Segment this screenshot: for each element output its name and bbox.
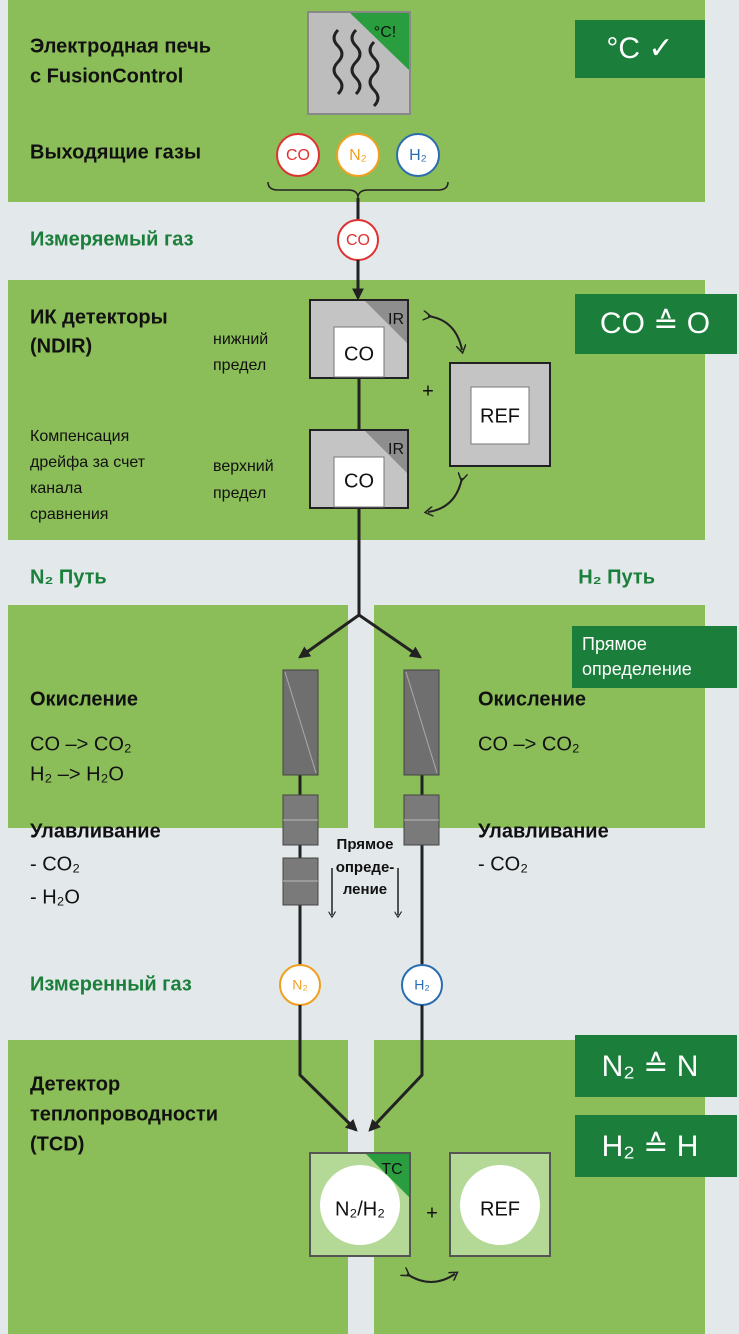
badge-text: °C ✓: [606, 32, 673, 65]
flow-arrow: [298, 613, 360, 659]
gas-circle: [336, 133, 380, 177]
trapping: Улавливание: [478, 820, 609, 842]
path-label: H₂ Путь: [578, 566, 655, 588]
badge-text: Прямое: [582, 634, 647, 654]
flow-arrow: [368, 1005, 424, 1132]
compensation: сравнения: [30, 506, 108, 523]
gas: CO: [286, 147, 310, 164]
ref: REF: [480, 1198, 520, 1220]
ir-label: предел: [213, 357, 266, 374]
trapped: - CO₂: [478, 853, 528, 875]
gas: H₂: [409, 147, 427, 164]
plus: +: [426, 1202, 438, 1224]
furnace-icon: [307, 11, 411, 115]
ir-tag: IR: [388, 441, 404, 458]
flow-arrow: [298, 1005, 358, 1132]
direct-note: Прямое: [337, 836, 394, 853]
exchange-arrow: [428, 316, 462, 350]
tcd-title: Детектор: [30, 1073, 120, 1095]
gas: N₂: [292, 977, 308, 993]
gas: CO: [346, 232, 370, 249]
oxidation: Окисление: [478, 688, 586, 710]
path-label: N₂ Путь: [30, 566, 107, 588]
gas-circle: [276, 133, 320, 177]
measured-gas-label: Измеряемый газ: [30, 228, 194, 250]
badge-text: определение: [582, 659, 692, 679]
tcd-tag: TC: [381, 1161, 402, 1178]
badge: [575, 20, 705, 78]
ir-title: ИК детекторы: [30, 306, 168, 328]
oxidation: Окисление: [30, 688, 138, 710]
direct-note: опреде-: [336, 859, 395, 876]
furnace-title: с FusionControl: [30, 65, 183, 87]
ir-detector: [309, 299, 551, 509]
ir-tag: IR: [388, 311, 404, 328]
columns: [282, 669, 440, 965]
compensation: Компенсация: [30, 428, 129, 445]
trapped: - CO₂: [30, 853, 80, 875]
trapping: Улавливание: [30, 820, 161, 842]
badge-text: N₂ ≙ N: [602, 1050, 699, 1083]
flow-arrow: [358, 613, 422, 659]
badge: [572, 626, 737, 688]
direct-note: ление: [343, 881, 387, 898]
plus: +: [422, 380, 434, 402]
ir-label: предел: [213, 485, 266, 502]
tcd-gas: N₂/H₂: [335, 1198, 385, 1220]
badge: [575, 294, 737, 354]
reaction: H₂ –> H₂O: [30, 763, 124, 785]
ir-label: нижний: [213, 331, 268, 348]
badge-text: CO ≙ O: [600, 307, 710, 340]
ir-title: (NDIR): [30, 335, 92, 357]
exchange-arrow: [428, 478, 462, 512]
ir-gas: CO: [344, 343, 374, 365]
ir-label: верхний: [213, 458, 274, 475]
ref: REF: [480, 405, 520, 427]
gas: N₂: [349, 147, 367, 164]
furnace-icon-label: °C!: [374, 24, 396, 41]
gas: H₂: [414, 977, 430, 993]
tcd-detector: [309, 1152, 551, 1257]
trapped: - H₂O: [30, 886, 80, 908]
gases-label: Выходящие газы: [30, 141, 201, 163]
badge: [575, 1035, 737, 1097]
badge-text: H₂ ≙ H: [602, 1130, 699, 1163]
badge: [575, 1115, 737, 1177]
furnace-title: Электродная печь: [30, 35, 211, 57]
ir-gas: CO: [344, 470, 374, 492]
measured-label: Измеренный газ: [30, 973, 192, 995]
gas-circle: [396, 133, 440, 177]
exchange-arrow: [407, 1274, 455, 1283]
reaction: CO –> CO₂: [478, 733, 580, 755]
compensation: канала: [30, 480, 82, 497]
tcd-title: (TCD): [30, 1133, 84, 1155]
reaction: CO –> CO₂: [30, 733, 132, 755]
tcd-title: теплопроводности: [30, 1103, 218, 1125]
compensation: дрейфа за счет: [30, 454, 146, 471]
